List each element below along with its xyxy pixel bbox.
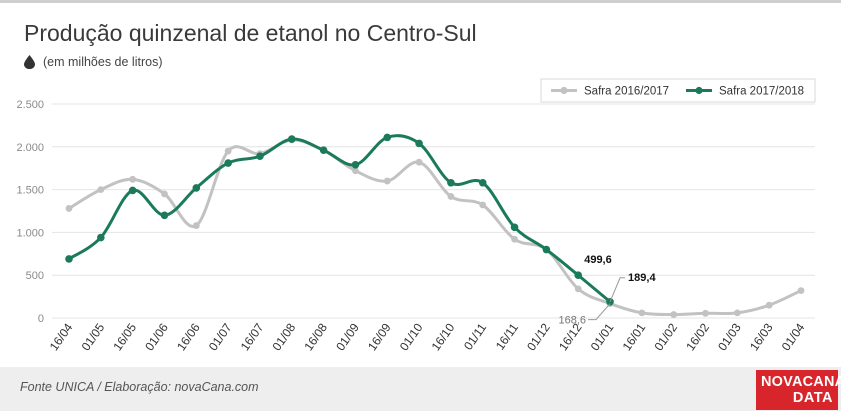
series-2017-2018-point (97, 233, 105, 242)
x-tick-label: 01/03 (715, 320, 744, 353)
series-2017-2018-point (128, 186, 137, 195)
series-2017-2018-point (319, 146, 328, 155)
series-2016-2017-point (447, 193, 455, 200)
x-tick-label: 01/06 (142, 320, 171, 353)
series-2016-2017-point (670, 311, 678, 318)
x-tick-label: 01/12 (524, 320, 553, 353)
x-tick-label: 16/10 (429, 320, 458, 353)
series-2016-2017-point (733, 309, 741, 317)
series-2017-2018-line (68, 134, 612, 303)
series-2017-2018-point (65, 255, 73, 263)
series-2016-2017-point (352, 167, 359, 175)
logo-line-2: DATA (792, 390, 833, 406)
series-2017-2018-point (574, 271, 583, 280)
chart-title: Produção quinzenal de etanol no Centro-S… (24, 20, 477, 46)
data-label: 189,4 (628, 272, 656, 284)
data-label: 499,6 (584, 254, 612, 266)
series-2017-2018-point (447, 178, 455, 187)
y-tick-label: 0 (38, 313, 44, 325)
series-2016-2017-point (192, 222, 200, 229)
series-2016-2017-point (797, 287, 805, 295)
series-2016-2017-point (702, 309, 709, 317)
series-2017-2018-point (287, 135, 296, 143)
series-2017-2018-point (192, 184, 201, 192)
series-2017-2018-point (256, 152, 264, 161)
x-tick-label: 16/01 (620, 320, 649, 353)
x-tick-label: 01/04 (779, 320, 808, 353)
y-tick-label: 2.500 (16, 99, 44, 111)
x-tick-label: 16/07 (238, 320, 267, 353)
legend-box (540, 78, 816, 103)
series-2016-2017-point (765, 301, 773, 309)
legend-label: Safra 2016/2017 (584, 86, 669, 98)
legend-label: Safra 2017/2018 (719, 86, 804, 98)
series-2016-2017-point (479, 201, 487, 209)
series-2016-2017-point (65, 205, 73, 212)
series-2016-2017-point (224, 147, 232, 155)
y-tick-label: 1.500 (16, 185, 44, 197)
x-tick-label: 16/02 (683, 320, 712, 353)
legend-swatch-marker (695, 86, 703, 95)
x-tick-label: 16/04 (47, 320, 76, 353)
series-2016-2017-point (97, 186, 105, 194)
leader-line (609, 277, 626, 302)
series-2016-2017-point (383, 177, 391, 185)
x-tick-label: 01/07 (206, 320, 235, 353)
series-2017-2018-point (351, 160, 360, 169)
y-tick-label: 2.000 (16, 142, 44, 154)
x-tick-label: 16/03 (747, 320, 776, 353)
leader-line (588, 303, 611, 321)
logo-line-1: NOVACANA (761, 374, 841, 390)
x-tick-label: 01/01 (588, 320, 617, 353)
y-tick-label: 500 (26, 270, 44, 282)
x-tick-label: 01/09 (333, 320, 362, 353)
series-2017-2018-point (224, 159, 232, 167)
series-2016-2017-point (638, 309, 646, 317)
x-tick-label: 16/08 (301, 320, 330, 353)
chart-subtitle: (em milhões de litros) (43, 55, 163, 69)
series-2017-2018-point (160, 211, 169, 220)
series-2017-2018-point (415, 139, 423, 148)
series-2016-2017-point (574, 285, 582, 293)
x-tick-label: 01/02 (651, 320, 680, 353)
novacana-data-logo: NOVACANA DATA (756, 370, 841, 410)
top-border (0, 0, 841, 3)
oil-drop-icon (24, 55, 35, 69)
series-2016-2017-point (161, 190, 168, 198)
y-tick-label: 1.000 (16, 227, 44, 239)
x-tick-label: 16/09 (365, 320, 394, 353)
series-2016-2017-point (129, 175, 137, 183)
series-2017-2018-point (478, 178, 487, 187)
series-2016-2017-point (415, 158, 423, 166)
series-2016-2017-point (511, 235, 518, 243)
legend-swatch-marker (560, 86, 568, 95)
x-tick-label: 01/10 (397, 320, 426, 353)
x-tick-label: 01/11 (461, 320, 489, 352)
x-tick-label: 16/06 (174, 320, 203, 353)
data-label: 168,6 (559, 315, 587, 327)
x-tick-label: 01/08 (270, 320, 299, 353)
series-2017-2018-point (542, 245, 551, 254)
series-2017-2018-point (510, 223, 519, 232)
footer-bar: Fonte UNICA / Elaboração: novaCana.com (0, 367, 841, 411)
x-tick-label: 16/11 (493, 320, 521, 352)
x-tick-label: 01/05 (79, 320, 108, 353)
x-tick-label: 16/05 (110, 320, 139, 353)
source-note: Fonte UNICA / Elaboração: novaCana.com (20, 380, 259, 394)
subtitle-row: (em milhões de litros) (24, 55, 162, 69)
series-2017-2018-point (383, 133, 392, 142)
